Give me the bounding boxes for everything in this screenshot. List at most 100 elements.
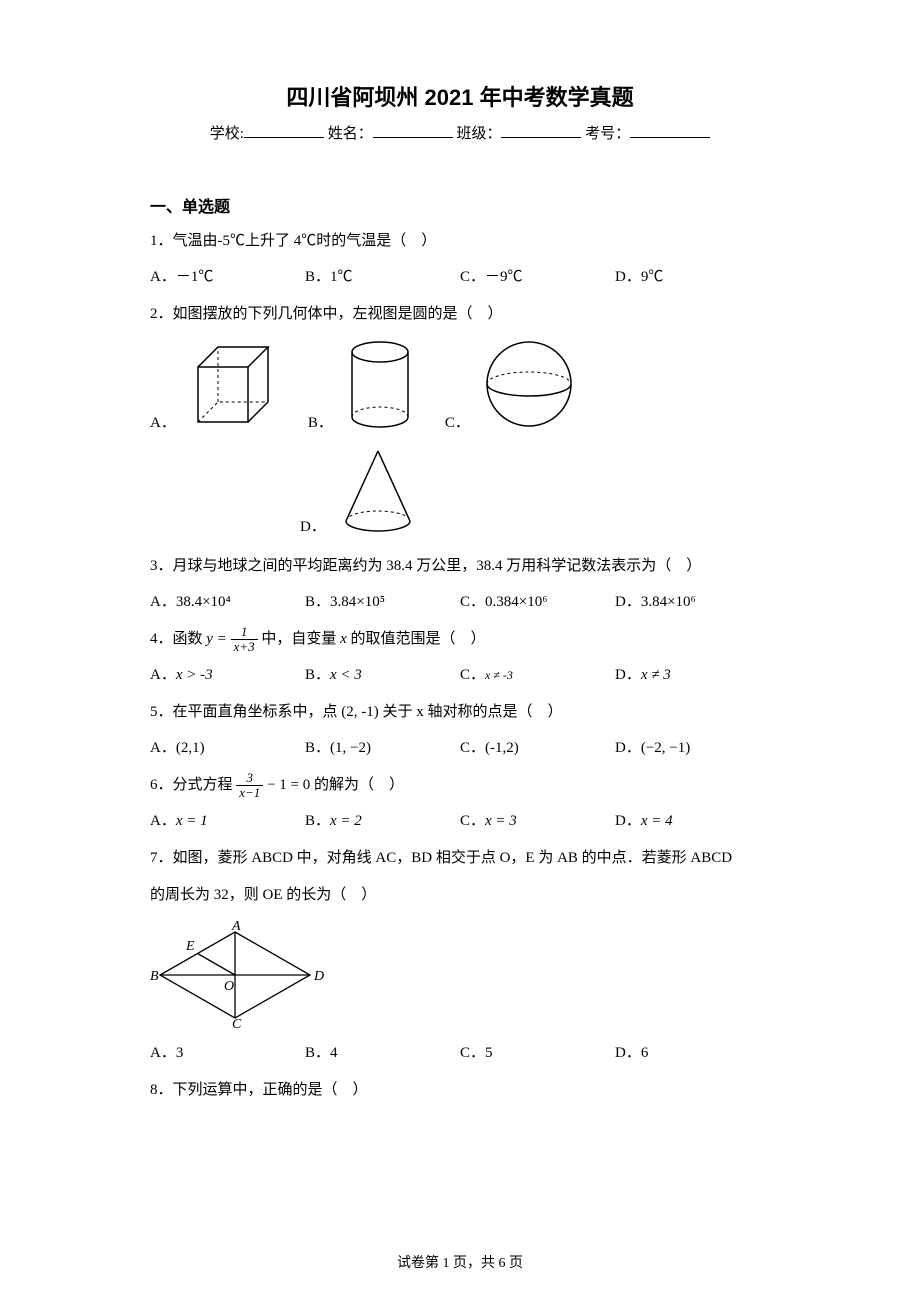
q6-c-math: x = 3 [485,813,517,829]
q3-opt-d: D．3.84×10⁶ [615,587,770,617]
q3-stem: 3．月球与地球之间的平均距离约为 38.4 万公里，38.4 万用科学记数法表示… [150,550,770,583]
q4-mid: 中，自变量 [258,631,341,647]
label-B: B [150,969,159,984]
q1-options: A．－1℃ B．1℃ C．－9℃ D．9℃ [150,262,770,292]
q8-stem: 8．下列运算中，正确的是（ ） [150,1074,770,1107]
cylinder-icon [345,337,415,432]
q5-opt-a: A．(2,1) [150,733,305,763]
q7-opt-a: A．3 [150,1038,305,1068]
q6-options: A．x = 1 B．x = 2 C．x = 3 D．x = 4 [150,806,770,836]
exam-page: 四川省阿坝州 2021 年中考数学真题 学校: 姓名： 班级： 考号： 一、单选… [0,0,920,1302]
q4-opt-b: B．x < 3 [305,660,460,690]
school-label: 学校: [210,126,244,142]
q2-image-options: A． B． [150,337,770,440]
q6-d-pre: D． [615,813,641,829]
q4-a-math: x > -3 [176,667,213,683]
q6-opt-a: A．x = 1 [150,806,305,836]
cone-icon [338,446,418,536]
page-title: 四川省阿坝州 2021 年中考数学真题 [150,80,770,112]
q4-c-math: x ≠ -3 [485,668,513,682]
q6-opt-c: C．x = 3 [460,806,615,836]
q5-opt-d: D．(−2, −1) [615,733,770,763]
rhombus-svg: A B C D E O [150,920,325,1030]
label-C: C [232,1017,242,1030]
q6-b-math: x = 2 [330,813,362,829]
name-blank [373,123,453,138]
q6-pre: 6．分式方程 [150,777,236,793]
q4-c-pre: C． [460,667,485,683]
label-E: E [185,939,195,954]
q7-line1: 7．如图，菱形 ABCD 中，对角线 AC，BD 相交于点 O，E 为 AB 的… [150,842,770,875]
q3-opt-c: C．0.384×10⁶ [460,587,615,617]
q6-frac-den: x−1 [236,786,263,800]
q6-a-pre: A． [150,813,176,829]
q3-options: A．38.4×10⁴ B．3.84×10⁵ C．0.384×10⁶ D．3.84… [150,587,770,617]
q4-frac: 1x+3 [231,625,258,653]
label-D: D [313,969,324,984]
q4-d-pre: D． [615,667,641,683]
q4-a-pre: A． [150,667,176,683]
class-blank [501,123,581,138]
q5-opt-b: B．(1, −2) [305,733,460,763]
q4-y: y = [206,631,230,647]
school-blank [244,123,324,138]
q6-d-math: x = 4 [641,813,673,829]
q7-opt-c: C．5 [460,1038,615,1068]
q7-opt-d: D．6 [615,1038,770,1068]
student-info-line: 学校: 姓名： 班级： 考号： [150,122,770,143]
q4-opt-a: A．x > -3 [150,660,305,690]
q4-post: 的取值范围是（ ） [347,631,486,647]
q4-x: x [340,631,347,647]
q1-opt-d: D．9℃ [615,262,770,292]
q4-frac-num: 1 [231,625,258,640]
cube-icon [188,337,278,432]
label-A: A [231,920,241,934]
q5-options: A．(2,1) B．(1, −2) C．(-1,2) D．(−2, −1) [150,733,770,763]
q2-opt-a: A． [150,337,278,432]
examno-blank [630,123,710,138]
q6-a-math: x = 1 [176,813,208,829]
q2-image-options-row2: D． [300,446,770,544]
q2-a-label: A． [150,411,176,432]
class-label: 班级： [456,126,501,142]
q4-b-math: x < 3 [330,667,362,683]
q2-opt-c: C． [445,337,577,432]
q4-opt-d: D．x ≠ 3 [615,660,770,690]
q2-opt-d: D． [300,446,418,536]
q4-pre: 4．函数 [150,631,206,647]
q3-opt-b: B．3.84×10⁵ [305,587,460,617]
q1-stem: 1．气温由-5℃上升了 4℃时的气温是（ ） [150,225,770,258]
q6-post: − 1 = 0 的解为（ ） [263,777,404,793]
q7-line2: 的周长为 32，则 OE 的长为（ ） [150,879,770,912]
sphere-icon [482,337,577,432]
q6-opt-d: D．x = 4 [615,806,770,836]
q6-stem: 6．分式方程 3x−1 − 1 = 0 的解为（ ） [150,769,770,802]
examno-label: 考号： [585,126,630,142]
q2-stem: 2．如图摆放的下列几何体中，左视图是圆的是（ ） [150,298,770,331]
q7-options: A．3 B．4 C．5 D．6 [150,1038,770,1068]
q2-c-label: C． [445,411,470,432]
q6-opt-b: B．x = 2 [305,806,460,836]
q5-stem: 5．在平面直角坐标系中，点 (2, -1) 关于 x 轴对称的点是（ ） [150,696,770,729]
q4-d-math: x ≠ 3 [641,667,671,683]
rhombus-diagram: A B C D E O [150,920,770,1030]
q4-frac-den: x+3 [231,640,258,654]
q2-b-label: B． [308,411,333,432]
q4-b-pre: B． [305,667,330,683]
q6-frac-num: 3 [236,771,263,786]
q6-b-pre: B． [305,813,330,829]
q4-opt-c: C．x ≠ -3 [460,660,615,690]
q1-opt-a: A．－1℃ [150,262,305,292]
name-label: 姓名： [328,126,373,142]
q6-c-pre: C． [460,813,485,829]
q4-options: A．x > -3 B．x < 3 C．x ≠ -3 D．x ≠ 3 [150,660,770,690]
q1-opt-b: B．1℃ [305,262,460,292]
q1-opt-c: C．－9℃ [460,262,615,292]
q2-opt-b: B． [308,337,415,432]
q5-opt-c: C．(-1,2) [460,733,615,763]
q4-stem: 4．函数 y = 1x+3 中，自变量 x 的取值范围是（ ） [150,623,770,656]
page-footer: 试卷第 1 页，共 6 页 [0,1252,920,1272]
q3-opt-a: A．38.4×10⁴ [150,587,305,617]
label-O: O [224,979,234,994]
q6-frac: 3x−1 [236,771,263,799]
